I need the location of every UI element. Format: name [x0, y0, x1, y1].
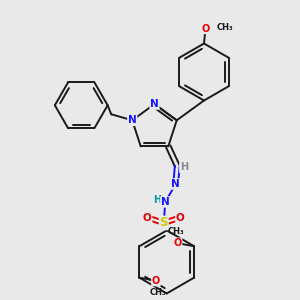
Text: CH₃: CH₃ — [149, 288, 166, 297]
Text: H: H — [153, 195, 161, 206]
Text: N: N — [150, 99, 159, 109]
Text: N: N — [171, 179, 180, 189]
Text: N: N — [128, 115, 136, 125]
Text: CH₃: CH₃ — [217, 22, 233, 32]
Text: S: S — [160, 216, 168, 230]
Text: O: O — [173, 238, 182, 248]
Text: O: O — [176, 212, 184, 223]
Text: O: O — [201, 23, 210, 34]
Text: O: O — [152, 276, 160, 286]
Text: H: H — [180, 162, 188, 172]
Text: CH₃: CH₃ — [168, 227, 184, 236]
Text: N: N — [161, 197, 170, 207]
Text: O: O — [143, 212, 152, 223]
